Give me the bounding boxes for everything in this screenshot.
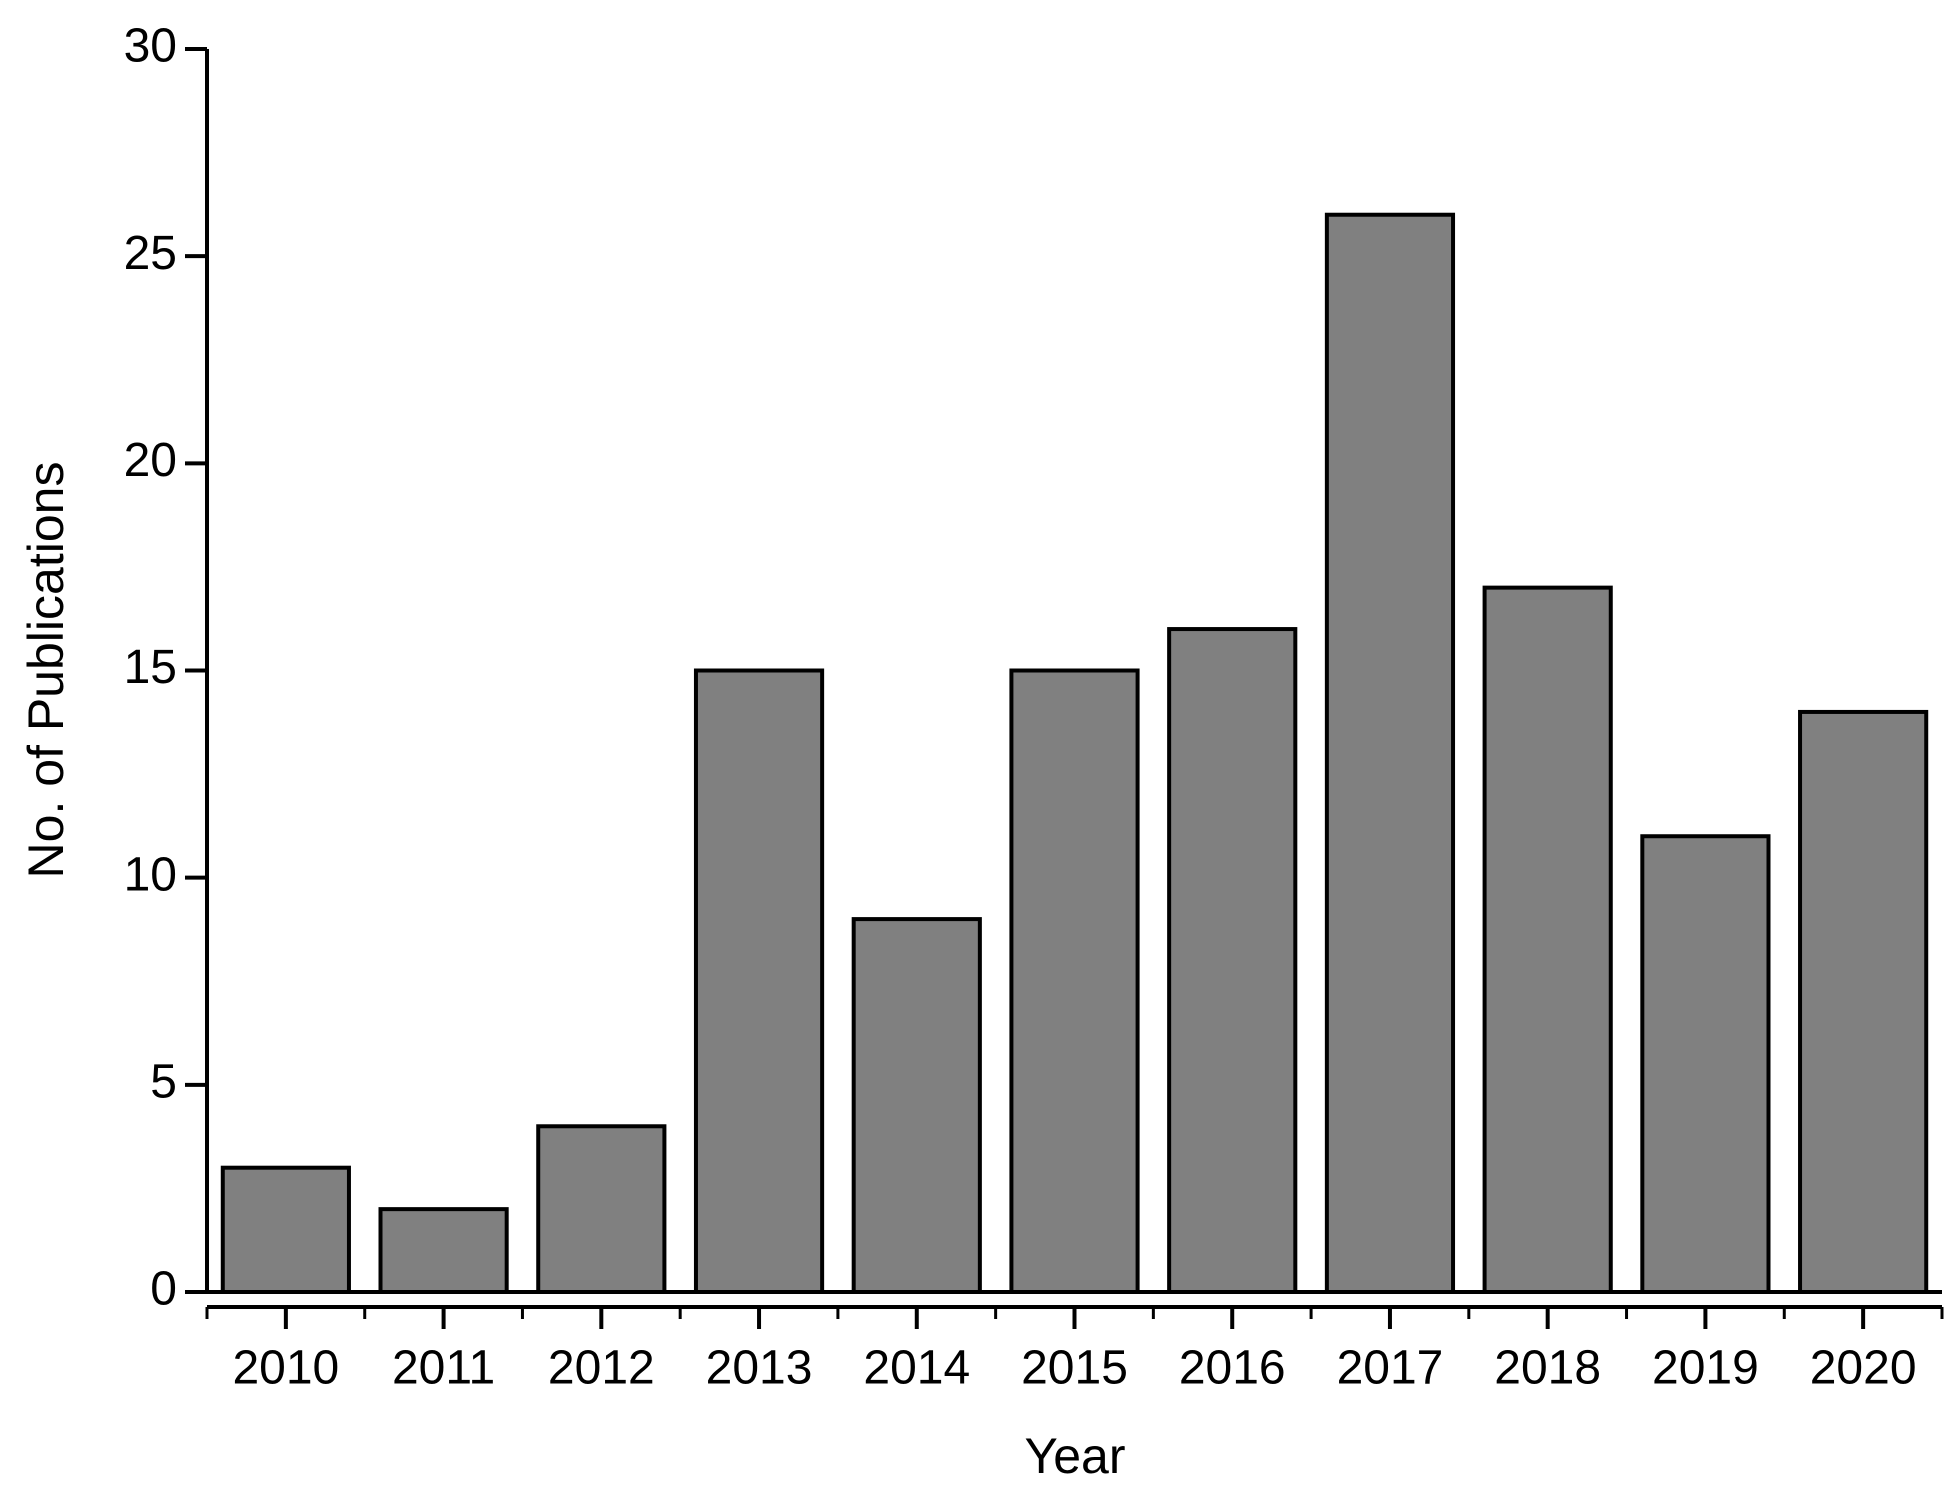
x-tick-label: 2015: [1021, 1342, 1128, 1395]
x-tick-label: 2018: [1494, 1342, 1601, 1395]
y-tick-label: 10: [124, 848, 177, 901]
y-axis-title: No. of Publications: [18, 462, 74, 879]
bar: [1009, 668, 1140, 1294]
bar: [220, 1165, 351, 1294]
y-tick-label: 0: [150, 1263, 177, 1316]
bar: [1640, 834, 1771, 1294]
y-tick-label: 20: [124, 434, 177, 487]
bar: [1324, 212, 1456, 1295]
bar: [378, 1207, 509, 1294]
bar: [536, 1124, 667, 1295]
bar: [851, 917, 982, 1294]
bar: [1167, 627, 1298, 1294]
bar: [693, 668, 825, 1294]
x-tick-label: 2010: [232, 1342, 339, 1395]
x-tick-label: 2020: [1810, 1342, 1917, 1395]
bar: [1798, 709, 1929, 1294]
x-tick-label: 2019: [1652, 1342, 1759, 1395]
y-tick-label: 15: [124, 641, 177, 694]
x-tick-label: 2016: [1179, 1342, 1286, 1395]
x-tick-label: 2011: [392, 1342, 495, 1395]
x-tick-label: 2014: [863, 1342, 970, 1395]
x-tick-label: 2017: [1337, 1342, 1444, 1395]
x-tick-label: 2013: [706, 1342, 813, 1395]
bar: [1482, 585, 1613, 1294]
y-tick-label: 30: [124, 20, 177, 73]
x-tick-label: 2012: [548, 1342, 655, 1395]
y-tick-label: 25: [124, 227, 177, 280]
x-axis-title: Year: [1024, 1428, 1125, 1484]
y-tick-label: 5: [150, 1056, 177, 1109]
